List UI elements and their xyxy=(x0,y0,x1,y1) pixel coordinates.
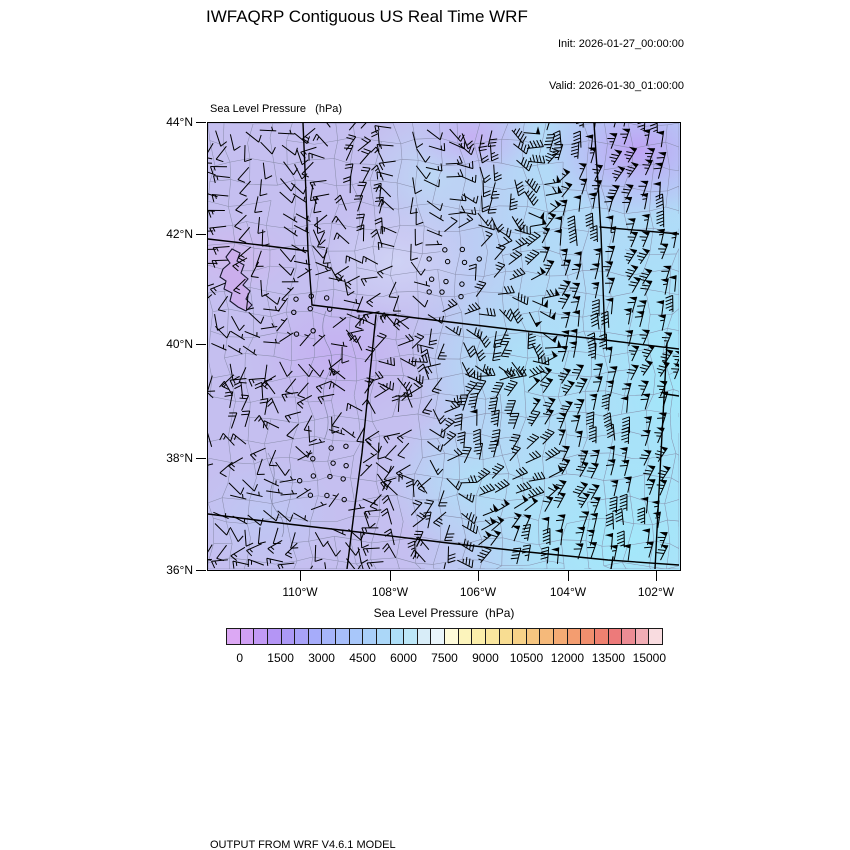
colorbar-tick-label: 9000 xyxy=(472,651,499,665)
map-canvas xyxy=(208,123,679,569)
colorbar-cell xyxy=(635,628,650,645)
lat-tick-mark xyxy=(196,121,206,123)
colorbar-cell xyxy=(540,628,554,645)
lon-tick-label: 106°W xyxy=(459,585,497,599)
colorbar-tick-label: 15000 xyxy=(632,651,667,665)
colorbar-cell xyxy=(336,628,350,645)
colorbar-tick-label: 4500 xyxy=(349,651,376,665)
colorbar xyxy=(226,628,663,645)
colorbar-tick-label: 7500 xyxy=(431,651,458,665)
colorbar-cell xyxy=(281,628,296,645)
lon-tick-mark xyxy=(477,571,479,581)
lon-tick-mark xyxy=(389,571,391,581)
model-footer: OUTPUT FROM WRF V4.6.1 MODEL WE = 580 ; … xyxy=(210,810,643,850)
colorbar-cell xyxy=(581,628,595,645)
colorbar-cell xyxy=(308,628,323,645)
lat-tick-label: 40°N xyxy=(166,337,193,351)
colorbar-cell xyxy=(267,628,282,645)
colorbar-cell xyxy=(594,628,609,645)
colorbar-cell xyxy=(431,628,445,645)
footer-model-line: OUTPUT FROM WRF V4.6.1 MODEL xyxy=(210,839,396,850)
colorbar-cell xyxy=(485,628,500,645)
colorbar-cell xyxy=(404,628,418,645)
colorbar-cell xyxy=(349,628,364,645)
lon-tick-label: 110°W xyxy=(282,585,318,599)
colorbar-cell xyxy=(445,628,459,645)
colorbar-cell xyxy=(254,628,268,645)
colorbar-title: Sea Level Pressure (hPa) xyxy=(373,606,515,620)
colorbar-cell xyxy=(526,628,541,645)
colorbar-cell xyxy=(649,628,663,645)
colorbar-tick-label: 13500 xyxy=(591,651,626,665)
lat-tick-mark xyxy=(196,457,206,459)
valid-time: Valid: 2026-01-30_01:00:00 xyxy=(549,80,684,92)
field-label-pressure: Sea Level Pressure (hPa) xyxy=(210,103,343,115)
colorbar-cell xyxy=(417,628,432,645)
colorbar-cell xyxy=(322,628,336,645)
lon-tick-mark xyxy=(299,571,301,581)
colorbar-cell xyxy=(499,628,514,645)
colorbar-cell xyxy=(295,628,309,645)
colorbar-cell xyxy=(554,628,568,645)
lat-tick-mark xyxy=(196,569,206,571)
lat-tick-label: 36°N xyxy=(166,563,193,577)
init-time: Init: 2026-01-27_00:00:00 xyxy=(558,38,684,50)
lon-tick-mark xyxy=(655,571,657,581)
lat-tick-label: 38°N xyxy=(166,451,193,465)
colorbar-tick-label: 0 xyxy=(236,651,243,665)
colorbar-cell xyxy=(363,628,377,645)
lon-tick-label: 102°W xyxy=(637,585,675,599)
colorbar-cell xyxy=(390,628,405,645)
colorbar-cell xyxy=(458,628,473,645)
lat-tick-label: 44°N xyxy=(166,115,193,129)
colorbar-tick-label: 10500 xyxy=(509,651,544,665)
init-valid-block: Init: 2026-01-27_00:00:00 Valid: 2026-01… xyxy=(549,9,684,121)
colorbar-cell xyxy=(608,628,623,645)
lon-tick-label: 108°W xyxy=(371,585,409,599)
colorbar-cell xyxy=(513,628,527,645)
colorbar-cell xyxy=(226,628,241,645)
plot-title: IWFAQRP Contiguous US Real Time WRF xyxy=(206,7,528,26)
colorbar-tick-label: 6000 xyxy=(390,651,417,665)
colorbar-cell xyxy=(376,628,391,645)
lon-tick-mark xyxy=(567,571,569,581)
pressure-fill-layer xyxy=(208,123,680,570)
colorbar-tick-label: 3000 xyxy=(308,651,335,665)
colorbar-cell xyxy=(567,628,582,645)
colorbar-tick-label: 12000 xyxy=(550,651,585,665)
lat-tick-mark xyxy=(196,343,206,345)
colorbar-tick-label: 1500 xyxy=(267,651,294,665)
map-panel xyxy=(207,122,681,571)
colorbar-cell xyxy=(472,628,486,645)
colorbar-cell xyxy=(240,628,255,645)
lat-tick-mark xyxy=(196,233,206,235)
colorbar-cell xyxy=(622,628,636,645)
lon-tick-label: 104°W xyxy=(549,585,587,599)
lat-tick-label: 42°N xyxy=(166,227,193,241)
